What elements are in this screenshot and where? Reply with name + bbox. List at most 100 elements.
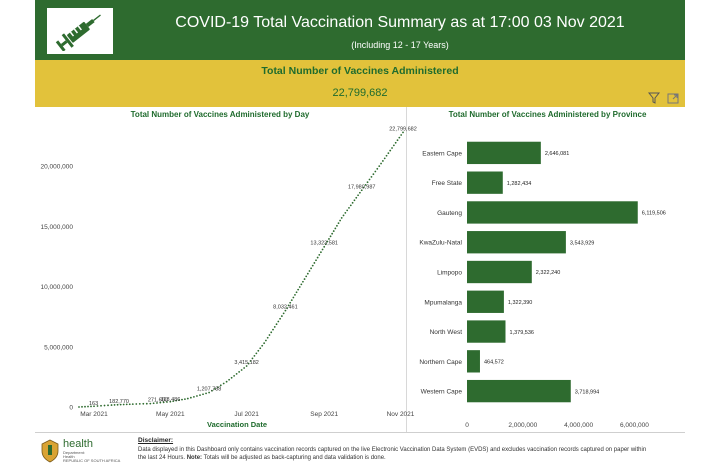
- disclaimer-line2-pre: the last 24 Hours.: [138, 455, 186, 461]
- data-label: 3,415,182: [234, 360, 258, 366]
- line-point: [235, 372, 238, 375]
- line-point: [300, 283, 303, 286]
- bar: [467, 379, 571, 403]
- line-point: [110, 404, 113, 406]
- visual-toolbar: [647, 91, 683, 107]
- line-point: [284, 309, 287, 312]
- coat-of-arms-icon: [41, 439, 59, 463]
- line-point: [332, 230, 335, 232]
- focus-mode-icon[interactable]: [666, 91, 680, 105]
- category-label: Northern Cape: [419, 359, 462, 366]
- line-point: [372, 173, 375, 176]
- line-point: [280, 315, 283, 317]
- bar: [467, 320, 506, 343]
- line-point: [294, 293, 296, 296]
- line-point: [84, 405, 86, 408]
- line-point: [376, 167, 379, 170]
- line-point: [222, 382, 225, 385]
- category-label: Mpumalanga: [424, 299, 462, 306]
- line-point: [355, 196, 358, 199]
- line-point: [360, 189, 363, 192]
- line-point: [273, 326, 276, 328]
- bar: [467, 260, 532, 284]
- data-label: 13,323,581: [310, 241, 338, 247]
- line-point: [253, 354, 256, 357]
- bar: [467, 201, 638, 224]
- filter-icon[interactable]: [647, 91, 661, 105]
- line-point: [162, 401, 165, 404]
- page-subtitle: (Including 12 - 17 Years): [351, 40, 449, 50]
- line-point: [310, 267, 313, 270]
- x-tick-label: 4,000,000: [564, 422, 593, 429]
- line-point: [353, 199, 356, 202]
- line-point: [311, 264, 314, 267]
- line-point: [131, 403, 134, 406]
- line-point: [103, 404, 106, 407]
- line-point: [175, 399, 178, 402]
- dashboard-panel: COVID-19 Total Vaccination Summary as at…: [35, 0, 685, 465]
- y-tick-label: 10,000,000: [40, 284, 73, 291]
- disclaimer-note-label: Note:: [186, 455, 203, 461]
- bar: [467, 171, 503, 194]
- line-point: [387, 152, 390, 155]
- line-point: [394, 141, 397, 144]
- data-label: 163: [89, 401, 98, 407]
- category-label: Free State: [432, 180, 463, 187]
- category-label: Western Cape: [421, 389, 463, 396]
- line-point: [364, 183, 367, 186]
- bar-value-label: 3,718,994: [575, 389, 599, 395]
- line-point: [265, 339, 267, 342]
- line-point: [362, 186, 365, 189]
- bar-value-label: 2,322,240: [536, 270, 560, 276]
- bar: [467, 231, 566, 254]
- line-point: [152, 402, 155, 405]
- line-point: [321, 248, 324, 251]
- line-point: [189, 396, 192, 399]
- y-tick-label: 5,000,000: [44, 344, 73, 351]
- line-point: [287, 304, 290, 307]
- line-point: [230, 376, 233, 379]
- data-label: 8,032,461: [273, 304, 297, 310]
- line-point: [255, 352, 258, 355]
- x-tick-label: 0: [465, 422, 469, 429]
- line-point: [125, 403, 128, 406]
- health-logo-text: health: [63, 438, 93, 450]
- line-point: [116, 403, 119, 406]
- x-tick-label: Mar 2021: [80, 411, 108, 418]
- line-point: [282, 312, 285, 315]
- line-point: [402, 131, 404, 134]
- line-point: [238, 371, 241, 373]
- line-point: [277, 320, 280, 323]
- line-point: [261, 344, 264, 347]
- line-point: [374, 170, 377, 173]
- disclaimer-text: Data displayed in this Dashboard only co…: [138, 446, 678, 462]
- line-point: [315, 259, 317, 262]
- category-label: KwaZulu-Natal: [419, 240, 462, 247]
- x-tick-label: 2,000,000: [508, 422, 537, 429]
- line-point: [122, 403, 125, 406]
- line-point: [324, 243, 327, 246]
- line-point: [93, 405, 95, 408]
- line-point: [331, 232, 334, 235]
- line-point: [398, 136, 401, 139]
- line-point: [172, 400, 175, 403]
- line-point: [334, 227, 337, 230]
- line-point: [196, 395, 198, 397]
- data-label: 22,799,682: [389, 126, 417, 132]
- line-point: [400, 134, 403, 136]
- line-point: [245, 365, 248, 367]
- summary-banner: Total Number of Vaccines Administered 22…: [35, 60, 685, 107]
- x-axis-label: Vaccination Date: [207, 420, 267, 429]
- bar-value-label: 6,119,506: [642, 211, 666, 217]
- line-point: [259, 347, 262, 350]
- syringe-logo: [47, 8, 113, 54]
- line-point: [326, 240, 329, 243]
- category-label: Gauteng: [437, 210, 462, 217]
- line-point: [337, 222, 340, 225]
- line-point: [240, 369, 243, 371]
- header-bar: COVID-19 Total Vaccination Summary as at…: [35, 0, 685, 60]
- x-tick-label: May 2021: [156, 411, 185, 418]
- line-point: [290, 299, 293, 302]
- line-point: [87, 405, 89, 408]
- line-point: [302, 280, 304, 283]
